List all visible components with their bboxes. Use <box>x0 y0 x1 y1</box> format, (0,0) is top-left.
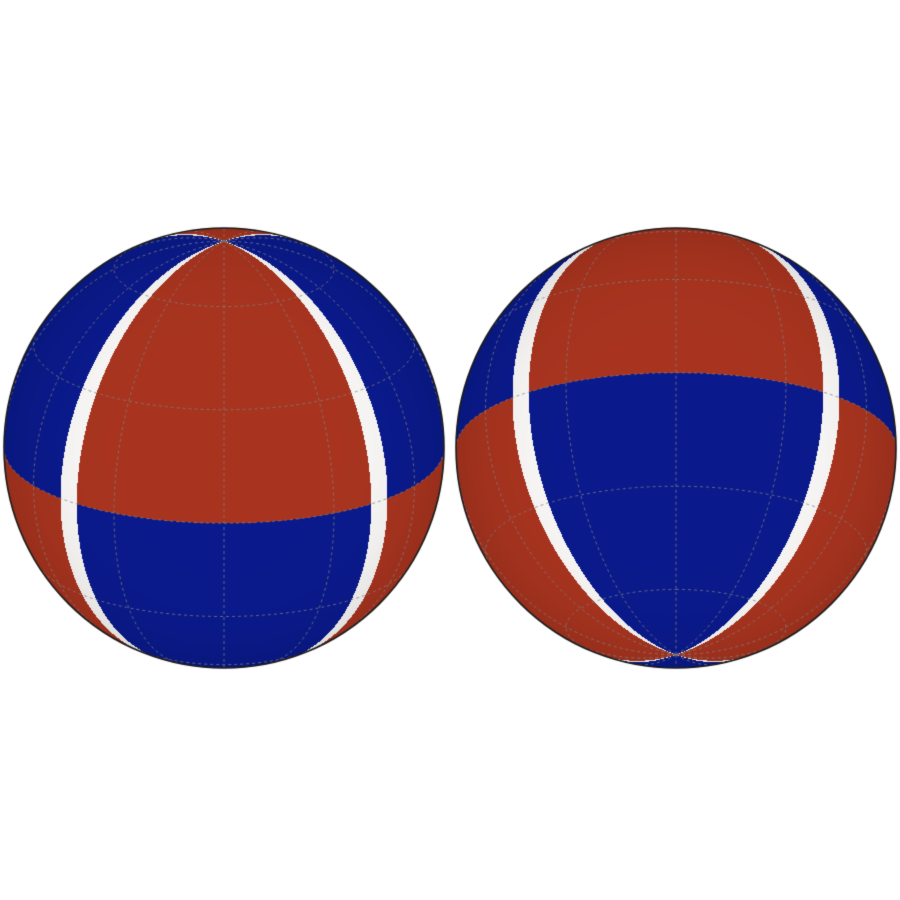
left-globe-plot <box>0 222 450 674</box>
right-globe-panel <box>450 222 900 674</box>
right-globe-plot <box>450 222 900 674</box>
left-globe-panel <box>0 222 450 674</box>
